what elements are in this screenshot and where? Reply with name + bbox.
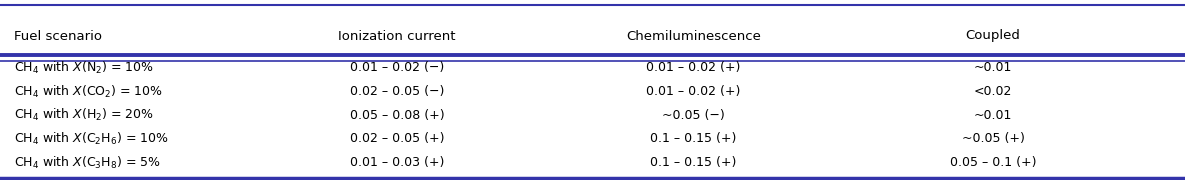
Text: 0.01 – 0.02 (+): 0.01 – 0.02 (+) [646, 61, 741, 74]
Text: Fuel scenario: Fuel scenario [14, 30, 102, 42]
Text: ~0.01: ~0.01 [974, 109, 1012, 122]
Text: 0.01 – 0.02 (+): 0.01 – 0.02 (+) [646, 85, 741, 98]
Text: CH$_4$ with $X$(C$_2$H$_6$) = 10%: CH$_4$ with $X$(C$_2$H$_6$) = 10% [14, 130, 169, 147]
Text: 0.1 – 0.15 (+): 0.1 – 0.15 (+) [651, 132, 736, 145]
Text: Chemiluminescence: Chemiluminescence [626, 30, 761, 42]
Text: CH$_4$ with $X$(CO$_2$) = 10%: CH$_4$ with $X$(CO$_2$) = 10% [14, 84, 164, 100]
Text: <0.02: <0.02 [974, 85, 1012, 98]
Text: 0.05 – 0.08 (+): 0.05 – 0.08 (+) [350, 109, 444, 122]
Text: CH$_4$ with $X$(H$_2$) = 20%: CH$_4$ with $X$(H$_2$) = 20% [14, 107, 154, 123]
Text: 0.1 – 0.15 (+): 0.1 – 0.15 (+) [651, 156, 736, 169]
Text: 0.02 – 0.05 (+): 0.02 – 0.05 (+) [350, 132, 444, 145]
Text: 0.01 – 0.02 (−): 0.01 – 0.02 (−) [350, 61, 444, 74]
Text: 0.01 – 0.03 (+): 0.01 – 0.03 (+) [350, 156, 444, 169]
Text: 0.05 – 0.1 (+): 0.05 – 0.1 (+) [950, 156, 1036, 169]
Text: ~0.01: ~0.01 [974, 61, 1012, 74]
Text: ~0.05 (−): ~0.05 (−) [662, 109, 724, 122]
Text: CH$_4$ with $X$(N$_2$) = 10%: CH$_4$ with $X$(N$_2$) = 10% [14, 59, 154, 76]
Text: CH$_4$ with $X$(C$_3$H$_8$) = 5%: CH$_4$ with $X$(C$_3$H$_8$) = 5% [14, 155, 161, 171]
Text: Coupled: Coupled [966, 30, 1020, 42]
Text: Ionization current: Ionization current [338, 30, 456, 42]
Text: 0.02 – 0.05 (−): 0.02 – 0.05 (−) [350, 85, 444, 98]
Text: ~0.05 (+): ~0.05 (+) [961, 132, 1025, 145]
